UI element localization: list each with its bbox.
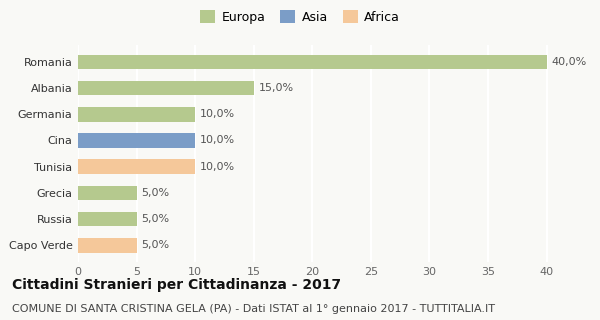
Text: Cittadini Stranieri per Cittadinanza - 2017: Cittadini Stranieri per Cittadinanza - 2… — [12, 278, 341, 292]
Bar — [78, 238, 137, 252]
Text: 10,0%: 10,0% — [200, 162, 235, 172]
Bar — [78, 212, 137, 226]
Text: 5,0%: 5,0% — [141, 240, 169, 250]
Bar — [78, 186, 137, 200]
Bar — [78, 107, 195, 122]
Bar — [78, 159, 195, 174]
Text: 10,0%: 10,0% — [200, 135, 235, 146]
Bar — [78, 81, 254, 95]
Bar — [78, 55, 547, 69]
Text: 15,0%: 15,0% — [259, 83, 293, 93]
Text: 10,0%: 10,0% — [200, 109, 235, 119]
Text: 5,0%: 5,0% — [141, 214, 169, 224]
Legend: Europa, Asia, Africa: Europa, Asia, Africa — [197, 8, 403, 27]
Text: 5,0%: 5,0% — [141, 188, 169, 198]
Text: 40,0%: 40,0% — [551, 57, 587, 67]
Text: COMUNE DI SANTA CRISTINA GELA (PA) - Dati ISTAT al 1° gennaio 2017 - TUTTITALIA.: COMUNE DI SANTA CRISTINA GELA (PA) - Dat… — [12, 304, 495, 314]
Bar — [78, 133, 195, 148]
